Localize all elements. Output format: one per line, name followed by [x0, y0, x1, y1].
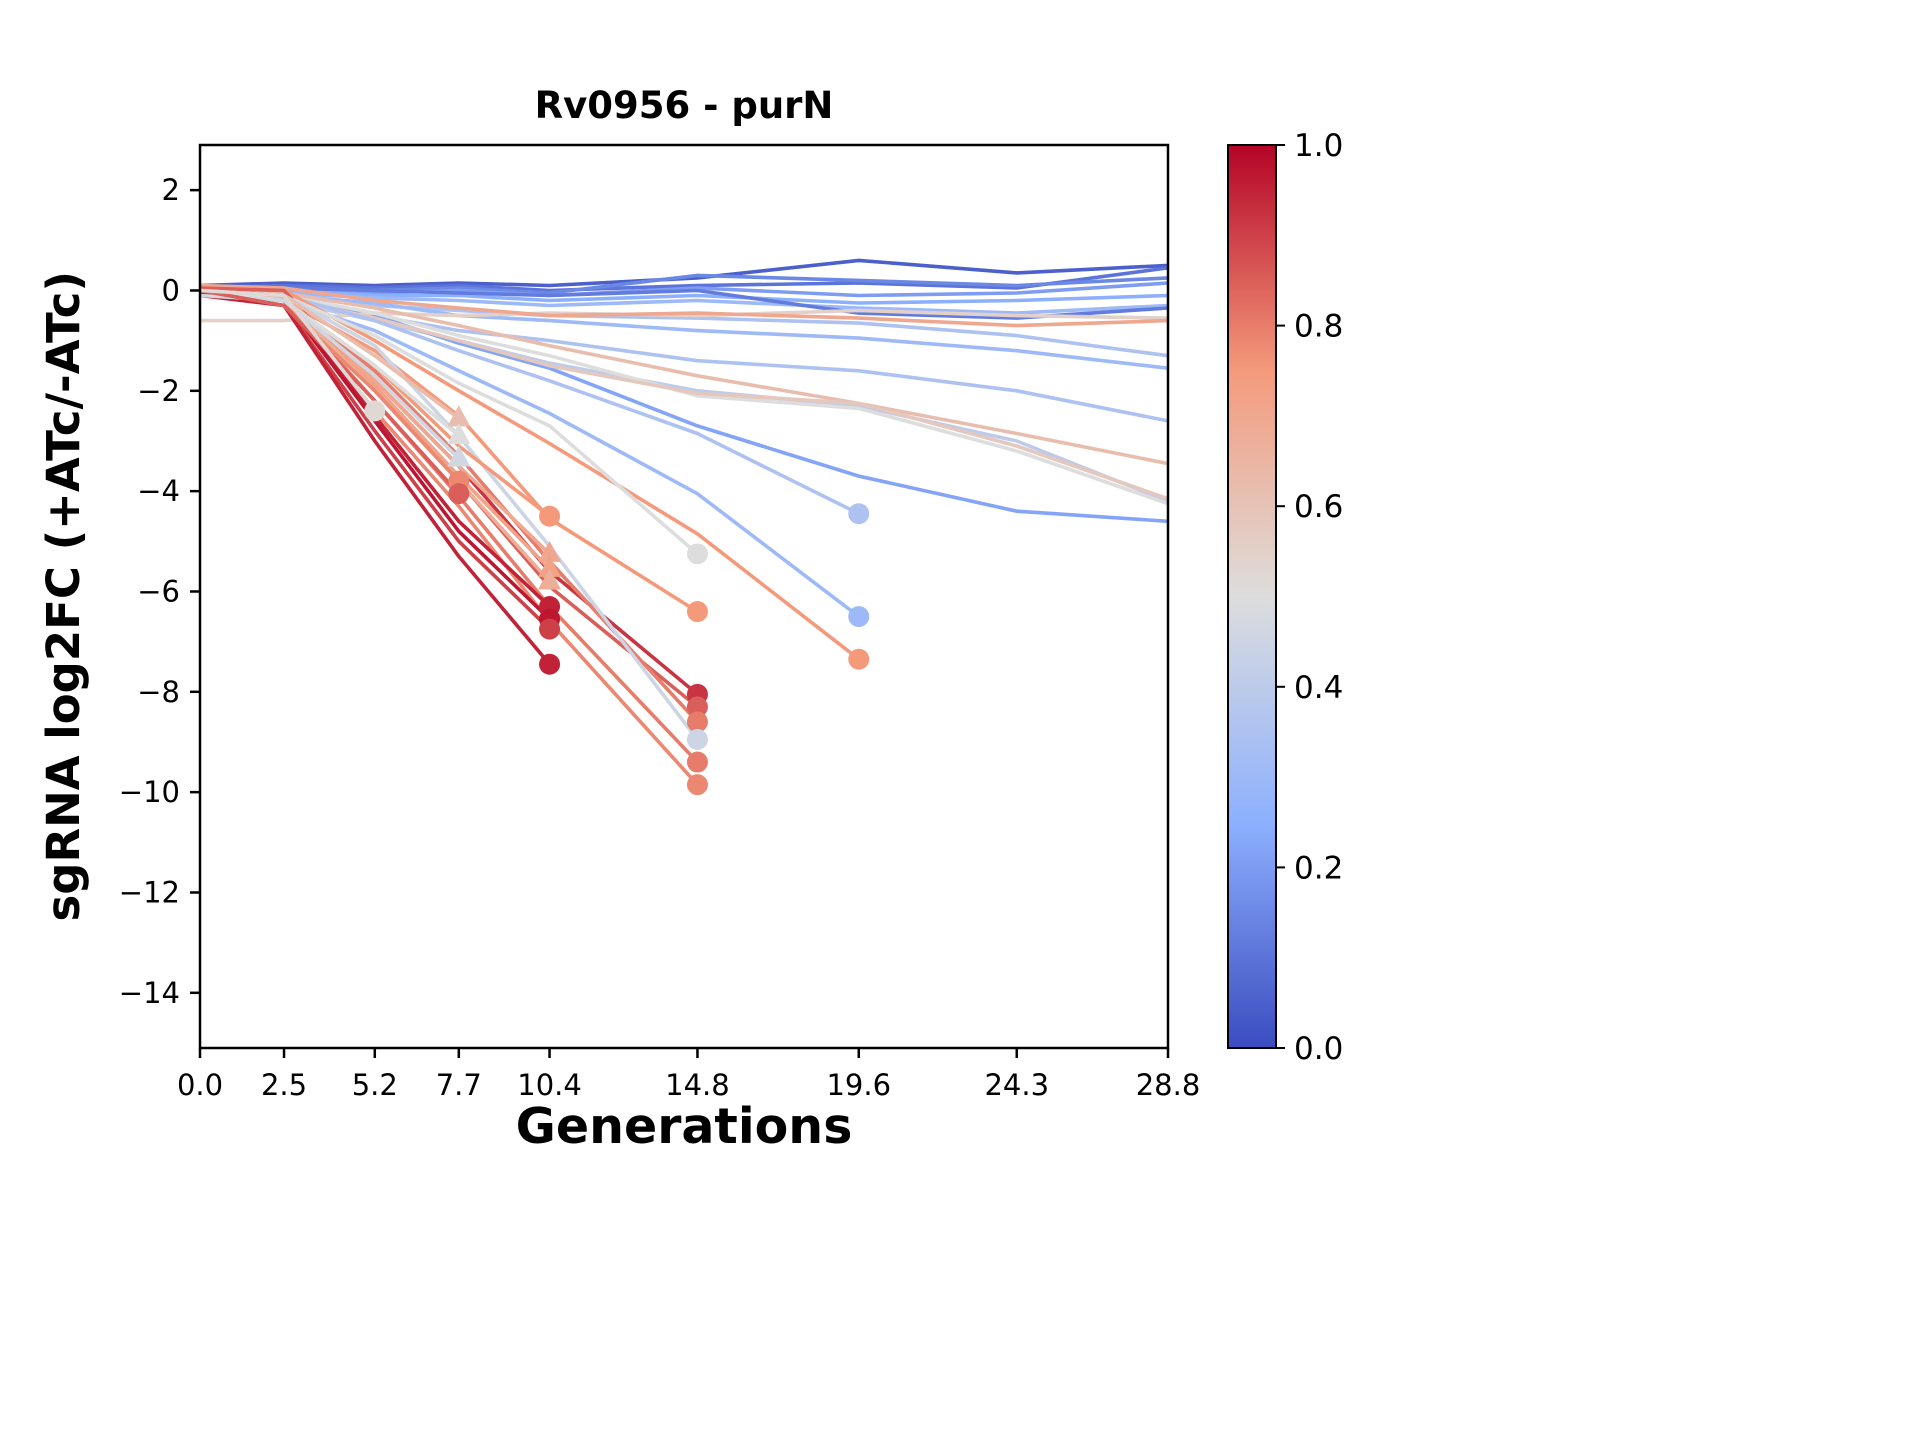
x-tick-label: 7.7 [436, 1068, 482, 1102]
series-line [199, 258, 1169, 288]
colorbar-tick-label: 0.0 [1294, 1031, 1343, 1067]
colorbar [1227, 144, 1277, 1049]
x-axis-label: Generations [515, 1098, 853, 1155]
series-marker-circle [686, 711, 708, 733]
colorbar-tick-label: 0.2 [1294, 850, 1343, 886]
series-marker-triangle [447, 422, 471, 444]
series-marker-circle [539, 653, 561, 675]
x-tick-label: 5.2 [352, 1068, 398, 1102]
series-marker-circle [686, 774, 708, 796]
chart-title: Rv0956 - purN [534, 84, 834, 127]
series-line [199, 288, 460, 438]
series-marker-circle [848, 503, 870, 525]
series-line [199, 288, 699, 741]
y-tick-label: −8 [137, 675, 180, 709]
colorbar-tick-label: 0.4 [1294, 670, 1343, 706]
y-tick-label: −4 [137, 474, 180, 508]
x-tick-label: 14.8 [665, 1068, 730, 1102]
series-line [199, 288, 1169, 315]
x-tick-label: 0.0 [177, 1068, 223, 1102]
series-line [199, 288, 1169, 506]
y-tick-label: 0 [162, 273, 180, 307]
x-tick-label: 24.3 [984, 1068, 1049, 1102]
series-marker-circle [686, 728, 708, 750]
series-line [199, 266, 1169, 293]
x-tick-label: 10.4 [517, 1068, 582, 1102]
series-marker-circle [848, 606, 870, 628]
series-line [199, 286, 1169, 320]
x-tick-label: 19.6 [826, 1068, 891, 1102]
series-marker-circle [686, 751, 708, 773]
x-tick-label: 28.8 [1136, 1068, 1201, 1102]
series-line [199, 288, 551, 608]
series-marker-triangle [538, 568, 562, 590]
series-line [199, 283, 1169, 328]
series-line [199, 286, 860, 661]
series-marker-triangle [538, 540, 562, 562]
series-marker-circle [364, 400, 386, 422]
colorbar-tick-label: 0.6 [1294, 489, 1343, 525]
y-tick-label: −2 [137, 374, 180, 408]
series-marker-circle [448, 483, 470, 505]
series-marker-circle [686, 696, 708, 718]
plot-frame [198, 143, 1170, 1050]
series-marker-circle [686, 601, 708, 623]
y-tick-label: −6 [137, 574, 180, 608]
y-tick-label: −10 [119, 775, 180, 809]
series-line [199, 288, 377, 413]
colorbar-tick-label: 0.8 [1294, 309, 1343, 345]
series-marker-triangle [447, 405, 471, 427]
series-marker-circle [539, 505, 561, 527]
series-line [199, 286, 1169, 466]
y-tick-label: −12 [119, 875, 180, 909]
x-tick-label: 2.5 [261, 1068, 307, 1102]
y-tick-label: 2 [162, 173, 180, 207]
series-marker-triangle [447, 445, 471, 467]
series-marker-triangle [538, 555, 562, 577]
series-marker-circle [848, 648, 870, 670]
colorbar-tick-label: 1.0 [1294, 128, 1343, 164]
series-marker-circle [686, 543, 708, 565]
series-marker-circle [539, 618, 561, 640]
y-tick-label: −14 [119, 976, 180, 1010]
